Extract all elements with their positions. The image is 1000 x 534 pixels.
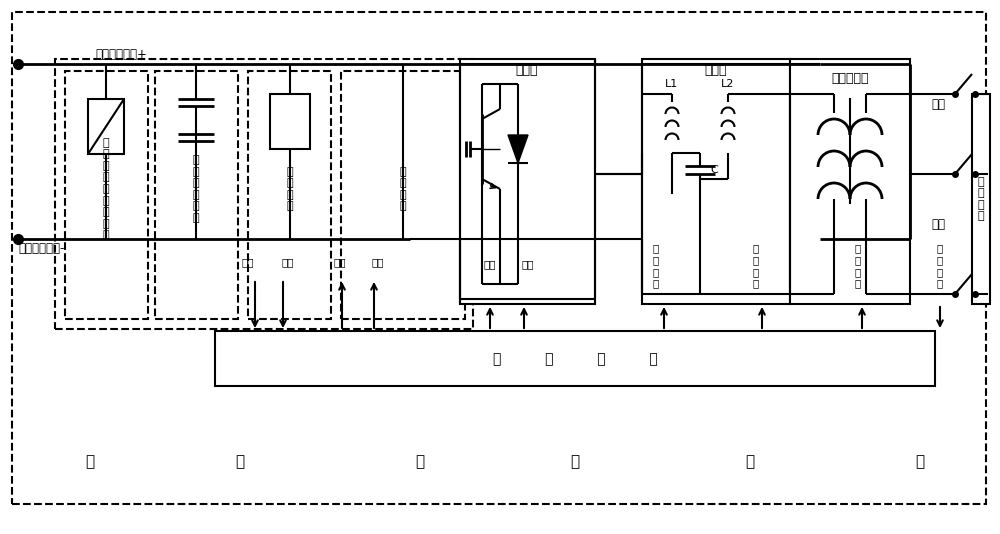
Text: 电容: 电容 bbox=[242, 257, 254, 267]
Bar bbox=[270, 94, 310, 149]
Bar bbox=[215, 331, 935, 386]
Text: 电
网
电
压: 电 网 电 压 bbox=[937, 244, 943, 288]
Bar bbox=[55, 59, 473, 329]
Text: 电
容
电
流: 电 容 电 流 bbox=[653, 244, 659, 288]
Text: L2: L2 bbox=[721, 79, 735, 89]
Text: 隔离变压器: 隔离变压器 bbox=[831, 73, 869, 85]
Text: 并网: 并网 bbox=[931, 98, 945, 111]
Bar bbox=[460, 59, 595, 304]
Bar bbox=[65, 71, 148, 319]
Text: 氧
化
锌
压
敏
电
阻
单
元: 氧 化 锌 压 敏 电 阻 单 元 bbox=[103, 138, 109, 240]
Text: 电压: 电压 bbox=[282, 257, 294, 267]
Text: 并
网
电
流: 并 网 电 流 bbox=[753, 244, 759, 288]
Text: 脉冲: 脉冲 bbox=[372, 257, 384, 267]
Text: 脉冲: 脉冲 bbox=[522, 259, 534, 269]
Text: C: C bbox=[710, 165, 718, 175]
Bar bbox=[248, 71, 331, 319]
Text: 直流母线负极-: 直流母线负极- bbox=[18, 241, 64, 255]
Bar bbox=[155, 71, 238, 319]
Text: 触发: 触发 bbox=[484, 259, 496, 269]
Text: 触发: 触发 bbox=[334, 257, 346, 267]
Text: 控          制          单          元: 控 制 单 元 bbox=[493, 352, 657, 366]
Text: 逆
变
单
元: 逆 变 单 元 bbox=[400, 167, 406, 211]
Bar bbox=[341, 71, 465, 319]
Text: 触
发
脉
冲: 触 发 脉 冲 bbox=[855, 244, 861, 288]
Text: 量: 量 bbox=[235, 454, 245, 469]
Bar bbox=[642, 59, 790, 304]
Text: 能: 能 bbox=[85, 454, 95, 469]
Bar bbox=[972, 94, 990, 304]
Text: 置: 置 bbox=[915, 454, 925, 469]
Text: 理: 理 bbox=[570, 454, 580, 469]
Text: L1: L1 bbox=[665, 79, 679, 89]
Bar bbox=[790, 59, 910, 304]
Bar bbox=[88, 99, 124, 154]
Text: 开关: 开关 bbox=[931, 217, 945, 231]
Text: 滤波器: 滤波器 bbox=[705, 65, 727, 77]
Polygon shape bbox=[508, 135, 528, 163]
Text: 电
阻
单
元: 电 阻 单 元 bbox=[287, 167, 293, 211]
Text: 脉
冲
电
容
单
元: 脉 冲 电 容 单 元 bbox=[193, 155, 199, 223]
Text: 装: 装 bbox=[745, 454, 755, 469]
Text: 逆变桥: 逆变桥 bbox=[516, 65, 538, 77]
Text: 处: 处 bbox=[415, 454, 425, 469]
Text: 电
网
电
压: 电 网 电 压 bbox=[978, 177, 984, 222]
Text: 直流母线正极+: 直流母线正极+ bbox=[95, 49, 147, 61]
